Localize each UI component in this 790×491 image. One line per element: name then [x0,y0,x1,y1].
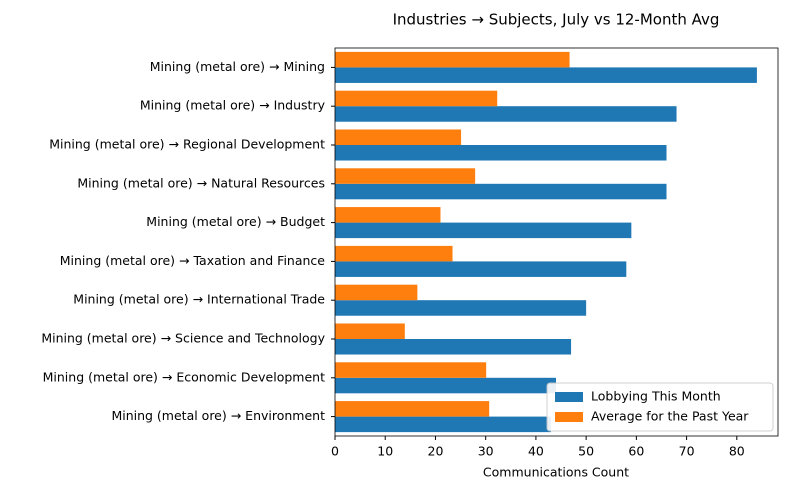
bar [335,339,572,355]
x-tick-label: 10 [377,444,393,459]
chart-title: Industries → Subjects, July vs 12-Month … [393,11,720,29]
legend-label: Lobbying This Month [591,389,721,404]
y-tick-label: Mining (metal ore) → Regional Developmen… [49,137,325,152]
y-tick-label: Mining (metal ore) → Industry [140,98,326,113]
y-tick-label: Mining (metal ore) → International Trade [73,292,325,307]
x-tick-label: 80 [729,444,745,459]
y-tick-label: Mining (metal ore) → Natural Resources [77,175,325,190]
bar [335,145,667,161]
bar [335,183,667,200]
legend-swatch [555,412,583,422]
y-tick-label: Mining (metal ore) → Budget [146,214,325,229]
x-tick-label: 40 [528,444,544,459]
x-tick-label: 50 [578,444,594,459]
legend-box [546,382,774,432]
legend-swatch [555,392,583,402]
x-tick-label: 60 [628,444,644,459]
x-tick-label: 70 [679,444,695,459]
bar [335,222,632,239]
bar [335,51,570,68]
bar [335,129,462,145]
bar [335,300,587,316]
y-tick-label: Mining (metal ore) → Taxation and Financ… [60,253,326,268]
x-tick-label: 0 [331,444,339,459]
bar [335,377,556,394]
bar [335,207,441,223]
y-tick-label: Mining (metal ore) → Mining [150,59,325,74]
bar [335,284,418,301]
x-axis-label: Communications Count [483,465,629,480]
y-tick-label: Mining (metal ore) → Science and Technol… [41,331,325,346]
bar [335,168,476,184]
y-tick-label: Mining (metal ore) → Economic Developmen… [43,369,325,384]
plot-frame [334,47,779,437]
bar [335,401,490,417]
bar [335,245,453,262]
bar [335,362,487,378]
legend-label: Average for the Past Year [591,409,749,424]
x-tick-label: 20 [428,444,444,459]
bar [335,106,677,122]
bar [335,261,627,277]
bar [335,416,551,433]
bar [335,323,405,339]
y-tick-label: Mining (metal ore) → Environment [111,408,325,423]
bar [335,90,498,107]
bar [335,67,757,83]
x-tick-label: 30 [478,444,494,459]
